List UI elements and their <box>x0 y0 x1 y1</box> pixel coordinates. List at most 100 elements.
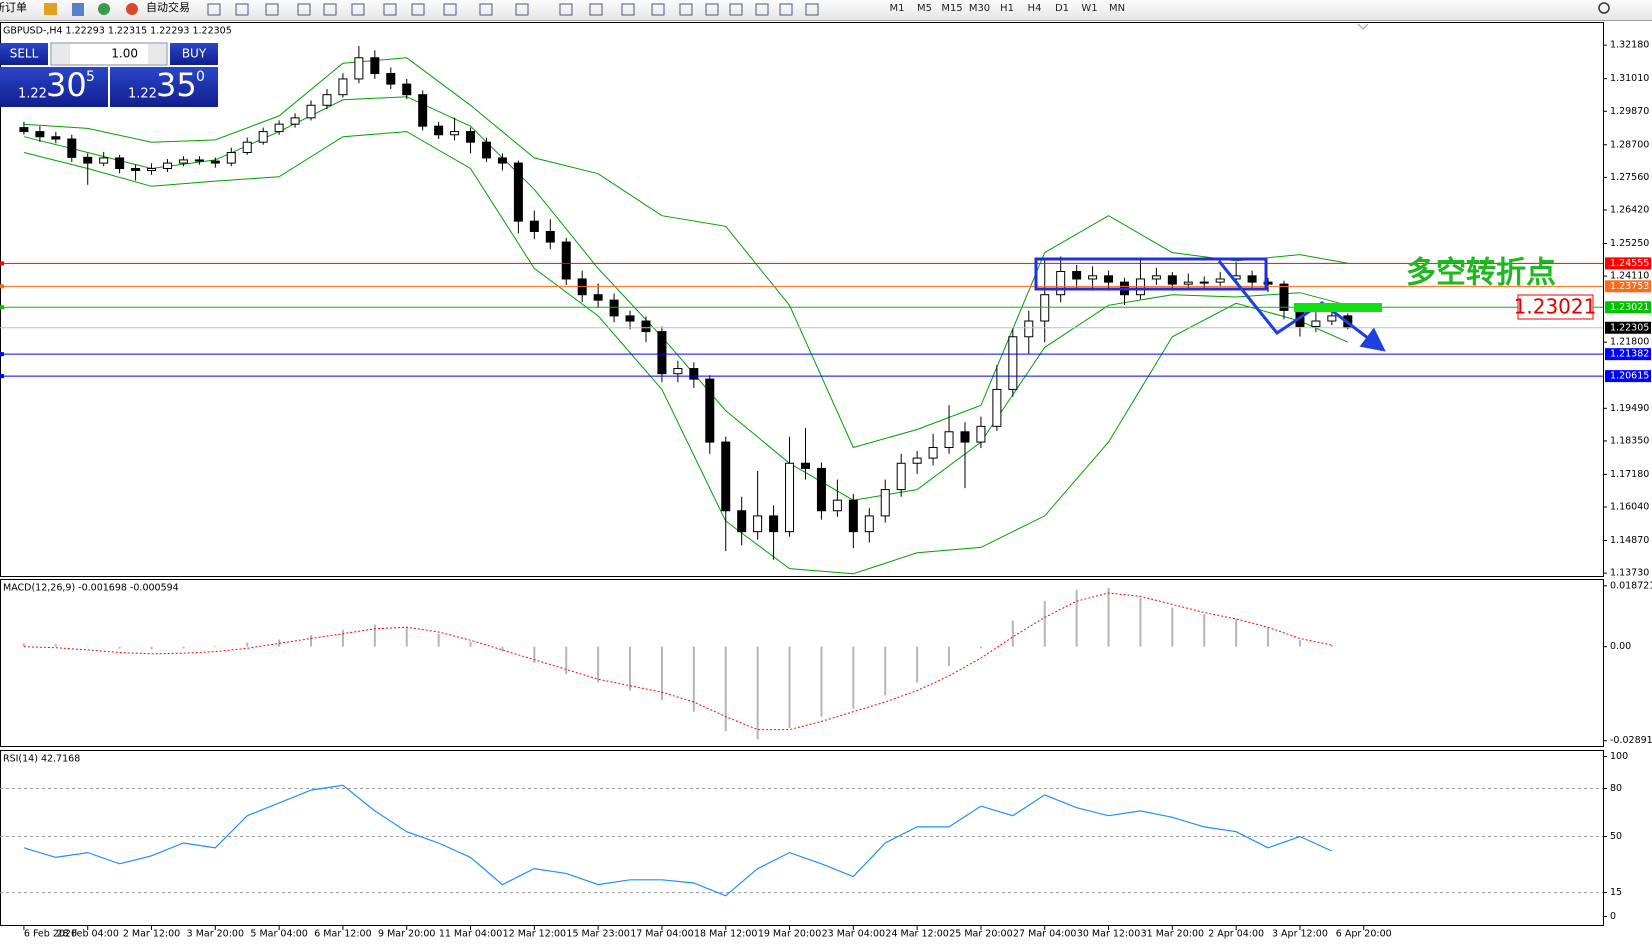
timeframe-button[interactable]: M15 <box>941 3 962 14</box>
timeframe-button[interactable]: W1 <box>1081 3 1097 14</box>
toolbar-icon[interactable] <box>98 3 110 15</box>
x-tick-label: 15 Mar 23:00 <box>566 929 629 940</box>
candle-body <box>737 510 747 533</box>
toolbar-icon[interactable] <box>559 3 573 16</box>
toolbar-icon[interactable] <box>805 3 819 16</box>
bollinger-band <box>23 57 1348 449</box>
candle-body <box>513 162 523 222</box>
search-icon[interactable] <box>1598 2 1610 14</box>
macd-panel-frame <box>0 579 1604 747</box>
macd-signal <box>23 592 1332 731</box>
toolbar-icon[interactable] <box>589 3 603 16</box>
timeframe-button[interactable]: M1 <box>890 3 905 14</box>
auto-trading-icon[interactable] <box>126 3 138 15</box>
candle-body <box>1151 275 1161 280</box>
level-handle <box>0 305 4 310</box>
candle-body <box>147 168 157 172</box>
toolbar-icon[interactable] <box>323 3 337 16</box>
candle-body <box>593 294 603 301</box>
level-label: 1.21382 <box>1610 349 1649 360</box>
x-tick-label: 6 Feb 2020 <box>24 929 77 940</box>
candle-body <box>338 78 348 96</box>
toolbar-icon[interactable] <box>755 3 769 16</box>
lot-input[interactable] <box>50 42 168 66</box>
sell-pips: 30 <box>46 66 87 104</box>
candle-body <box>657 331 667 375</box>
candle-body <box>481 141 491 159</box>
buy-big-figure: 1.22 <box>128 87 157 102</box>
bollinger-band <box>23 131 1349 575</box>
toolbar-icon[interactable] <box>651 3 665 16</box>
timeframe-button[interactable]: H1 <box>1000 3 1014 14</box>
x-tick-label: 30 Mar 12:00 <box>1077 929 1140 940</box>
candle-body <box>274 123 284 133</box>
toolbar-icon[interactable] <box>479 3 493 16</box>
x-tick-label: 27 Mar 04:00 <box>1013 929 1076 940</box>
timeframe-button[interactable]: H4 <box>1028 3 1042 14</box>
toolbar-icon[interactable] <box>383 3 397 16</box>
sell-quote[interactable] <box>0 67 108 107</box>
candle-body <box>976 425 986 443</box>
toolbar-icon[interactable] <box>621 3 635 16</box>
toolbar-icon[interactable] <box>44 3 57 15</box>
candle-body <box>1263 281 1273 285</box>
y-tick-label: 1.14870 <box>1610 535 1649 546</box>
lot-down[interactable] <box>52 44 70 64</box>
candle-body <box>864 515 874 533</box>
candle-body <box>641 320 651 333</box>
panel-title: GBPUSD-,H4 1.22293 1.22315 1.22293 1.223… <box>3 26 232 37</box>
toolbar-icon[interactable] <box>411 3 425 16</box>
candle-body <box>944 431 954 449</box>
sell-button[interactable] <box>0 43 48 65</box>
candle-body <box>1088 275 1098 280</box>
candle-body <box>832 499 842 512</box>
candle-body <box>529 220 539 232</box>
sell-fraction: 5 <box>86 69 95 85</box>
candle-body <box>99 157 109 164</box>
buy-button[interactable] <box>170 43 218 65</box>
sell-label: SELL <box>10 47 39 61</box>
buy-fraction: 0 <box>196 69 205 85</box>
level-handle <box>0 374 4 379</box>
x-tick-label: 2 Apr 04:00 <box>1208 929 1264 940</box>
chart-layer: GBPUSD-,H4 1.22293 1.22315 1.22293 1.223… <box>0 26 1652 940</box>
timeframe-button[interactable]: M30 <box>969 3 990 14</box>
toolbar-icon[interactable] <box>72 3 84 16</box>
toolbar-icon[interactable] <box>297 3 311 16</box>
timeframe-button[interactable]: D1 <box>1055 3 1069 14</box>
level-label: 1.20615 <box>1610 371 1649 382</box>
toolbar-icon[interactable] <box>705 3 719 16</box>
candle-body <box>402 83 412 96</box>
timeframe-button[interactable]: MN <box>1109 3 1125 14</box>
buy-quote[interactable] <box>110 67 218 107</box>
toolbar-icon[interactable] <box>679 3 693 16</box>
toolbar-icon[interactable] <box>443 3 457 16</box>
toolbar-icon[interactable] <box>729 3 743 16</box>
lot-up[interactable] <box>148 44 166 64</box>
toolbar-icon[interactable] <box>351 3 365 16</box>
y-tick-label: 1.26420 <box>1610 205 1649 216</box>
sell-big-figure: 1.22 <box>18 87 47 102</box>
candle-body <box>912 457 922 464</box>
candle-body <box>290 117 300 125</box>
toolbar-icon[interactable] <box>207 3 221 16</box>
candle-body <box>1104 275 1114 283</box>
candle-body <box>880 489 890 517</box>
toolbar-icon[interactable] <box>779 3 793 16</box>
candle-body <box>960 431 970 443</box>
y-tick-label: 1.16040 <box>1610 502 1649 513</box>
panel-title: RSI(14) 42.7168 <box>3 754 80 765</box>
toolbar-icon[interactable] <box>235 3 249 16</box>
candle-body <box>753 515 763 533</box>
timeframe-button[interactable]: M5 <box>917 3 932 14</box>
auto-trading-button[interactable]: 自动交易 <box>146 0 190 14</box>
candle-body <box>1199 281 1209 284</box>
candle-body <box>577 278 587 296</box>
new-order-button[interactable]: 新订单 <box>0 0 27 14</box>
y-tick-label: 1.27560 <box>1610 172 1649 183</box>
toolbar-icon[interactable] <box>265 3 279 16</box>
panel-title: MACD(12,26,9) -0.001698 -0.000594 <box>3 583 179 594</box>
toolbar-icon[interactable] <box>515 3 529 16</box>
candle-body <box>785 462 795 533</box>
x-tick-label: 11 Mar 04:00 <box>439 929 502 940</box>
